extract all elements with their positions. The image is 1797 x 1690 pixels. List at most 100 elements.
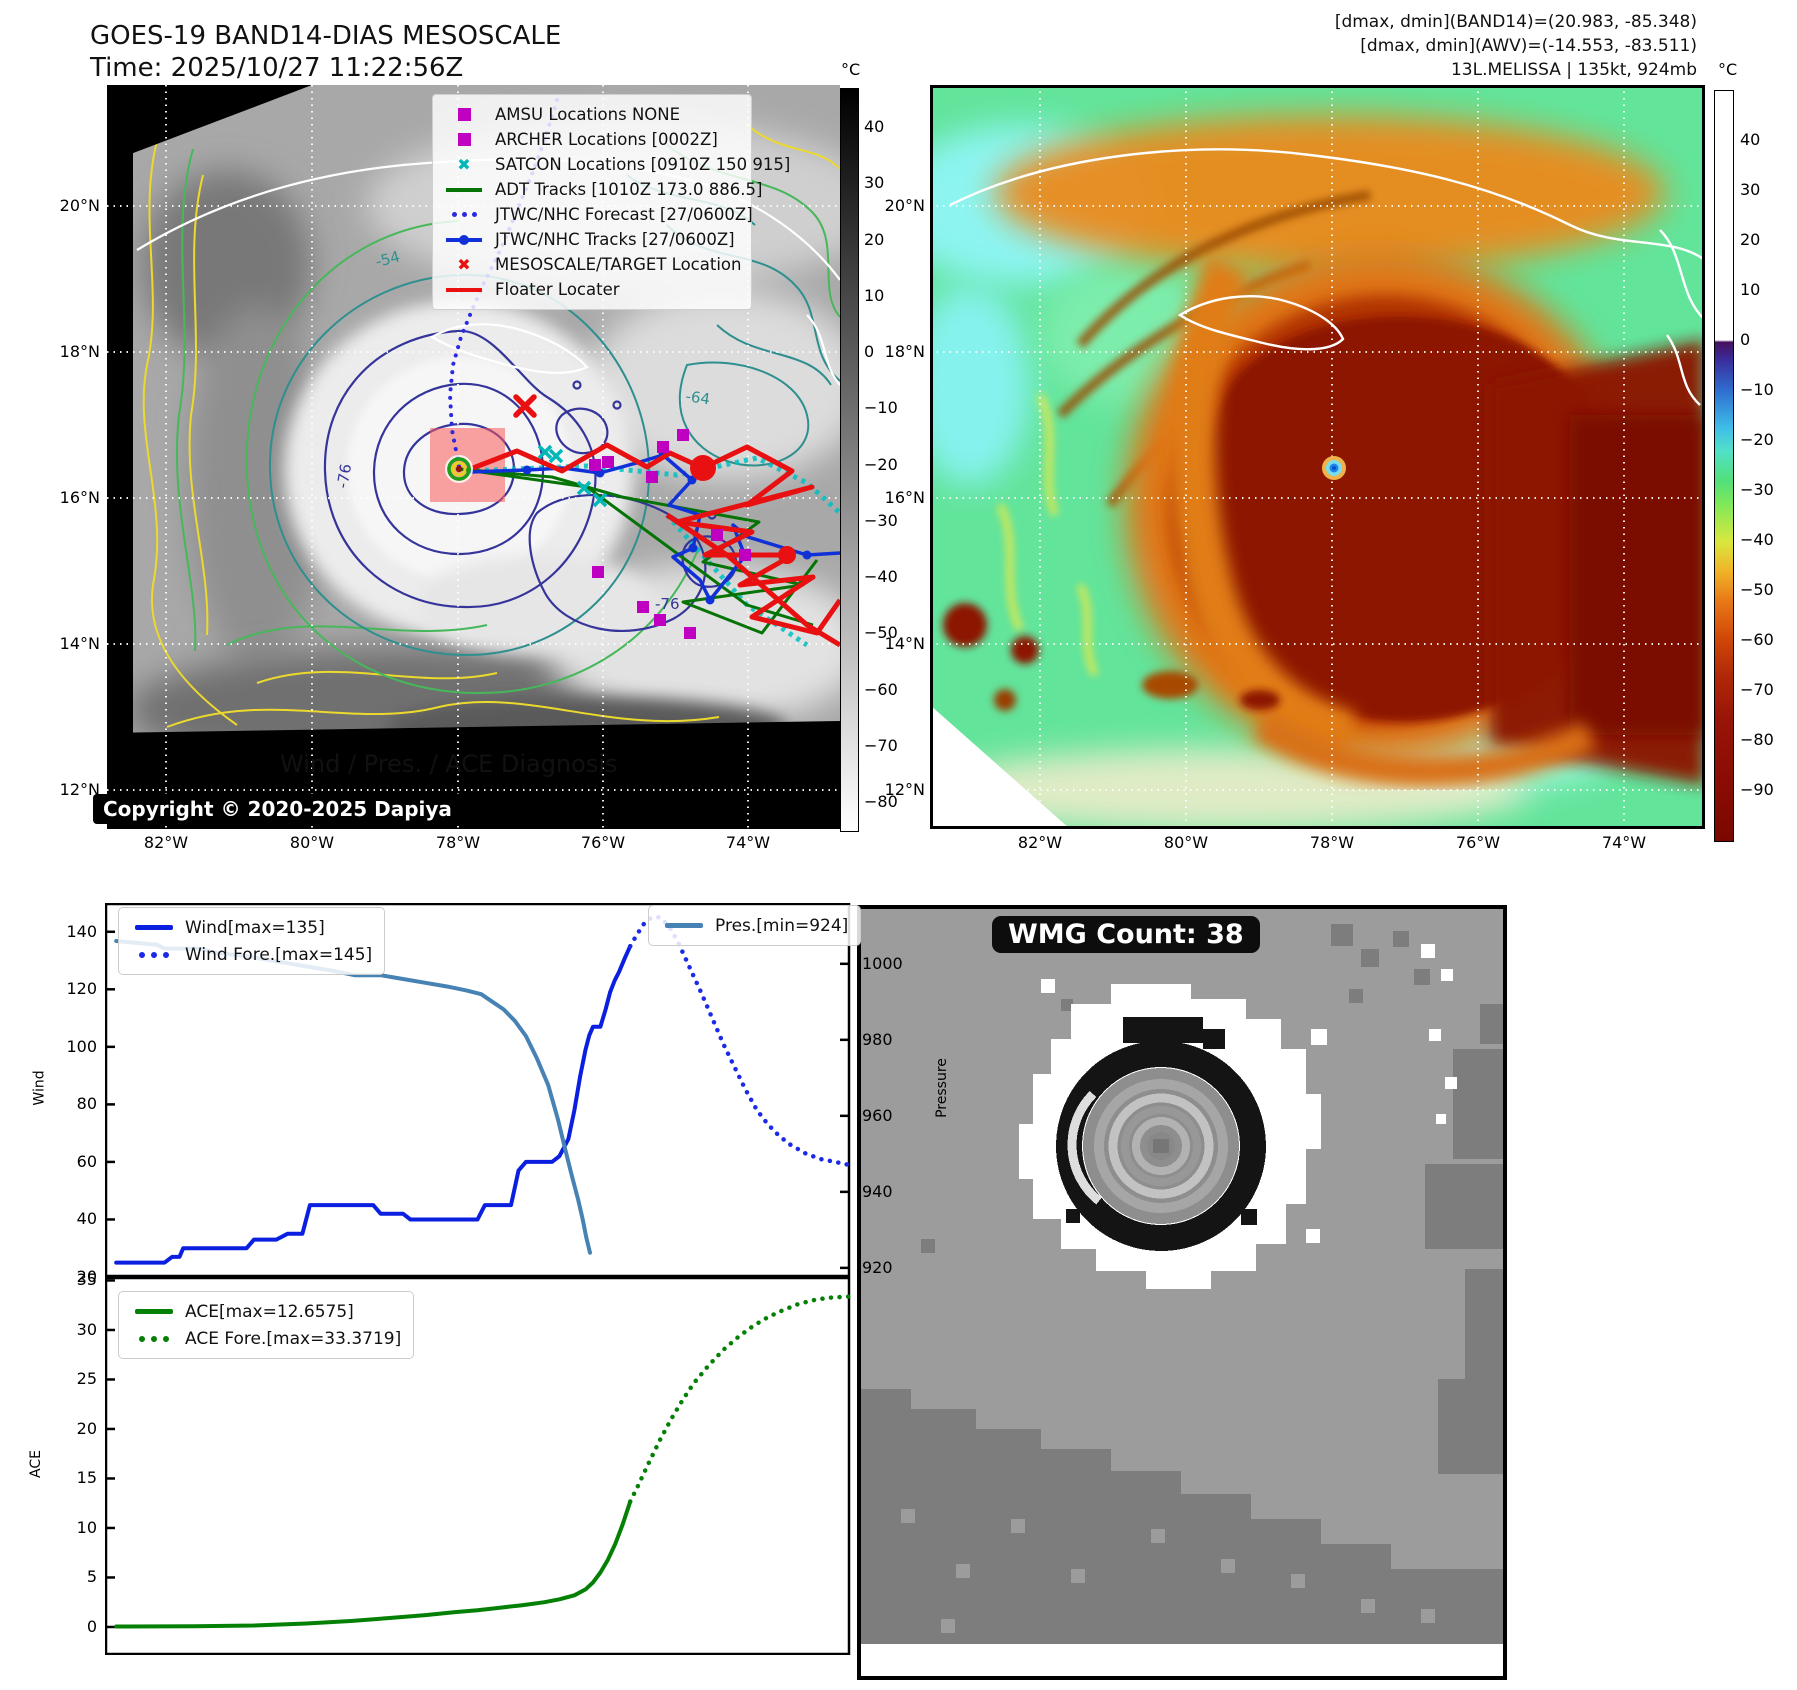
band14-time: Time: 2025/10/27 11:22:56Z bbox=[90, 53, 464, 83]
wmg-count-badge: WMG Count: 38 bbox=[992, 916, 1260, 953]
contour-labels: -54 -64 -76 -76 bbox=[333, 247, 711, 613]
colorbar-tick-label: 40 bbox=[864, 117, 885, 136]
colorbar-tick-label: −60 bbox=[864, 679, 898, 699]
y2-axis-label: Pressure bbox=[933, 1058, 950, 1118]
series-ace-fore- bbox=[627, 1294, 851, 1504]
chart-legend-item: Wind Fore.[max=145] bbox=[131, 941, 372, 968]
band14-legend: AMSU Locations NONE ARCHER Locations [000… bbox=[432, 94, 790, 310]
hispaniola-coastline-2 bbox=[1666, 334, 1701, 406]
series-wind-fore- bbox=[627, 915, 851, 1168]
y-axis-tick-label: 120 bbox=[66, 979, 97, 999]
colorbar-tick-label: 10 bbox=[864, 285, 885, 305]
awv-info-3: 13L.MELISSA | 135kt, 924mb bbox=[1450, 60, 1697, 80]
y-axis-tick-label: 140 bbox=[66, 921, 97, 941]
square-legend-marker bbox=[441, 133, 487, 146]
colorbar-tick-label: 0 bbox=[864, 342, 875, 361]
legend-item: ARCHER Locations [0002Z] bbox=[441, 127, 739, 152]
y-axis-tick-label: 100 bbox=[66, 1036, 97, 1056]
copyright-badge: Copyright © 2020-2025 Dapiya bbox=[93, 794, 462, 824]
y2-axis-tick-label: 980 bbox=[862, 1029, 893, 1049]
y-axis-tick-label: 30 bbox=[76, 1319, 97, 1339]
line-legend-marker bbox=[441, 187, 487, 192]
awv-coastlines bbox=[949, 148, 1705, 406]
y-axis-label: ACE bbox=[27, 1450, 44, 1478]
awv-border bbox=[930, 85, 1705, 829]
solid-line-legend-marker bbox=[661, 923, 707, 928]
colorbar-tick-label: −10 bbox=[864, 398, 898, 418]
chart-legend: Wind[max=135] Wind Fore.[max=145] bbox=[118, 907, 386, 975]
lon-tick-label: 76°W bbox=[580, 833, 626, 852]
chart-legend-item: Wind[max=135] bbox=[131, 914, 372, 941]
lat-tick-label: 14°N bbox=[59, 634, 100, 653]
colorbar-tick-label: −40 bbox=[864, 567, 898, 586]
lon-tick-label: 80°W bbox=[289, 833, 335, 852]
legend-item: ✖ SATCON Locations [0910Z 150 915] bbox=[441, 152, 790, 177]
y-axis-tick-label: 5 bbox=[86, 1567, 97, 1587]
lat-tick-label: 18°N bbox=[59, 342, 100, 361]
awv-info-1: [dmax, dmin](BAND14)=(20.983, -85.348) bbox=[1334, 12, 1697, 32]
storm-eye-marker bbox=[445, 455, 473, 483]
wmg-speckles bbox=[901, 1509, 1435, 1633]
y-axis-label: Wind bbox=[31, 1070, 48, 1106]
band14-colorbar-unit: °C bbox=[841, 60, 861, 79]
y-axis-tick-label: 15 bbox=[76, 1468, 97, 1488]
target-x-marker bbox=[513, 394, 537, 418]
legend-item-label: AMSU Locations NONE bbox=[495, 105, 681, 124]
chart-legend: Pres.[min=924] bbox=[648, 905, 862, 946]
band14-colorbar bbox=[840, 88, 859, 832]
awv-eye-marker bbox=[1322, 456, 1346, 480]
wmg-panel bbox=[857, 905, 1507, 1680]
awv-colorbar bbox=[1714, 90, 1734, 842]
colorbar-tick-label: 20 bbox=[1740, 230, 1761, 249]
wmg-dark-region bbox=[861, 1389, 1503, 1644]
solid-line-legend-marker bbox=[131, 925, 177, 930]
y2-axis-tick-label: 940 bbox=[862, 1181, 893, 1201]
legend-item: ✖ MESOSCALE/TARGET Location bbox=[441, 252, 741, 277]
lat-tick-label: 12°N bbox=[884, 780, 925, 799]
legend-item: AMSU Locations NONE bbox=[441, 102, 739, 127]
colorbar-tick-label: 30 bbox=[1740, 180, 1761, 199]
jamaica-coastline bbox=[429, 323, 589, 375]
colorbar-tick-label: 0 bbox=[1740, 330, 1751, 349]
colorbar-tick-label: −50 bbox=[864, 623, 898, 643]
wmg-eye-rings bbox=[1056, 1017, 1266, 1251]
lon-tick-label: 78°W bbox=[435, 833, 481, 852]
hispaniola-coastline bbox=[806, 314, 840, 386]
awv-satellite-map bbox=[930, 85, 1705, 829]
colorbar-tick-label: −90 bbox=[1740, 780, 1774, 799]
wmg-image bbox=[861, 909, 1503, 1676]
contour-label: -76 bbox=[655, 595, 680, 613]
awv-field bbox=[930, 115, 1705, 829]
line-dot-legend-marker bbox=[441, 234, 487, 245]
y-axis-tick-label: 20 bbox=[76, 1267, 97, 1286]
lat-tick-label: 20°N bbox=[884, 196, 925, 215]
colorbar-tick-label: 20 bbox=[864, 229, 885, 249]
chart-legend-label: ACE Fore.[max=33.3719] bbox=[185, 1328, 402, 1349]
cuba-coastline bbox=[949, 148, 1705, 261]
chart-legend: ACE[max=12.6575] ACE Fore.[max=33.3719] bbox=[118, 1291, 415, 1359]
contour-label: -64 bbox=[684, 387, 711, 408]
archer-markers bbox=[589, 429, 751, 639]
legend-item-label: SATCON Locations [0910Z 150 915] bbox=[495, 155, 791, 174]
y-axis-tick-label: 80 bbox=[76, 1094, 97, 1114]
legend-item: ADT Tracks [1010Z 173.0 886.5] bbox=[441, 177, 762, 202]
y-axis-tick-label: 0 bbox=[86, 1616, 97, 1636]
chart-legend-item: Pres.[min=924] bbox=[661, 912, 848, 939]
y-axis-tick-label: 60 bbox=[76, 1151, 97, 1171]
jtwc-forecast-track bbox=[447, 95, 560, 468]
colorbar-tick-label: −60 bbox=[1740, 630, 1774, 649]
square-legend-marker bbox=[441, 108, 487, 121]
colorbar-tick-label: −20 bbox=[864, 454, 898, 474]
band14-title: GOES-19 BAND14-DIAS MESOSCALE bbox=[90, 21, 562, 51]
x-legend-marker: ✖ bbox=[457, 155, 471, 174]
dotted-line-legend-marker bbox=[131, 1335, 177, 1342]
line-legend-marker bbox=[441, 287, 487, 292]
diagnosis-title: Wind / Pres. / ACE Diagnosis bbox=[280, 750, 618, 778]
satcon-markers bbox=[537, 444, 608, 508]
chart-legend-label: Wind Fore.[max=145] bbox=[185, 944, 373, 965]
lat-tick-label: 14°N bbox=[884, 634, 925, 653]
colorbar-tick-label: −70 bbox=[1740, 680, 1774, 699]
contour-label: -76 bbox=[333, 462, 355, 489]
lon-tick-label: 82°W bbox=[143, 833, 189, 852]
